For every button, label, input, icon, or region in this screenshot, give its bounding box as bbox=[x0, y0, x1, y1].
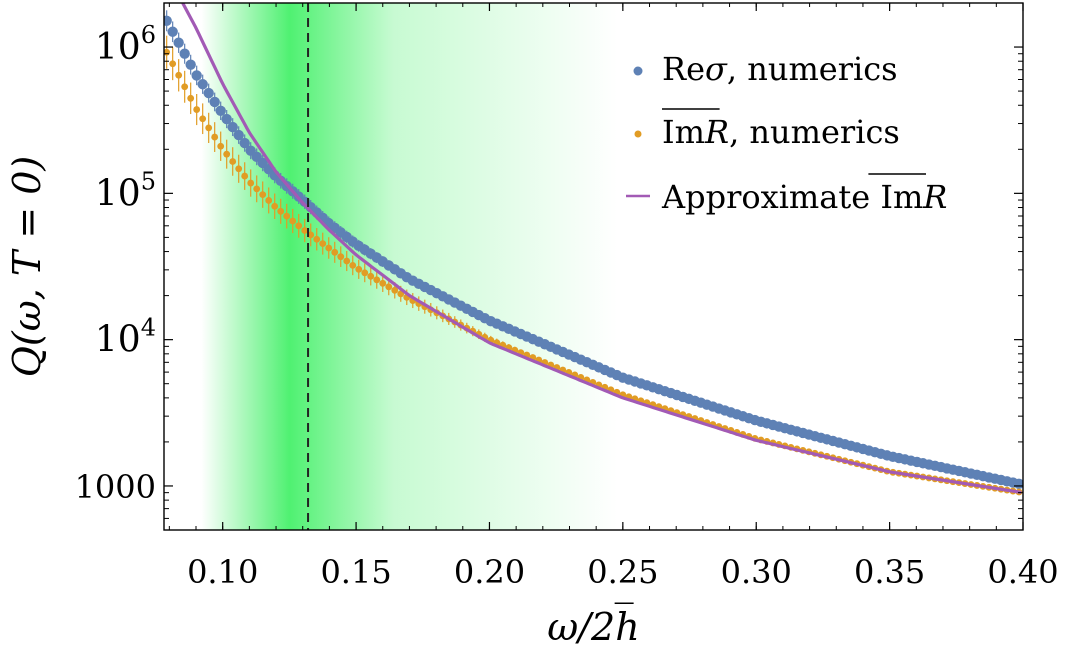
data-point bbox=[259, 191, 267, 199]
data-point bbox=[205, 124, 213, 132]
legend-label: Approximate ImR bbox=[661, 178, 947, 216]
data-point bbox=[233, 129, 244, 141]
data-point bbox=[289, 217, 297, 225]
axis-titles: ω/2h̅ Q(ω, T = 0) bbox=[5, 156, 640, 649]
y-axis-label: Q(ω, T = 0) bbox=[5, 156, 49, 377]
data-point bbox=[367, 272, 375, 280]
data-point bbox=[265, 197, 273, 204]
data-point bbox=[223, 150, 231, 158]
data-point bbox=[197, 79, 208, 90]
data-point bbox=[169, 60, 177, 68]
y-tick-label: 106 bbox=[95, 21, 156, 68]
x-tick-label: 0.15 bbox=[320, 553, 391, 591]
data-point bbox=[209, 96, 220, 108]
legend-label: Reσ, numerics bbox=[662, 50, 898, 88]
data-point bbox=[221, 113, 232, 125]
data-point bbox=[181, 83, 189, 91]
data-point bbox=[179, 48, 190, 59]
data-point bbox=[373, 276, 381, 284]
x-tick-label: 0.30 bbox=[721, 553, 792, 591]
data-point bbox=[199, 115, 207, 123]
data-point bbox=[319, 240, 327, 248]
x-axis-label: ω/2h̅ bbox=[547, 603, 639, 649]
y-tick-label: 105 bbox=[95, 167, 156, 214]
y-tick-label: 1000 bbox=[75, 468, 156, 506]
legend-label: ImR, numerics bbox=[662, 113, 900, 151]
x-tick-label: 0.35 bbox=[854, 553, 925, 591]
data-point bbox=[167, 26, 178, 37]
series-0 bbox=[164, 10, 1023, 490]
data-point bbox=[175, 71, 183, 79]
x-tick-label: 0.25 bbox=[587, 553, 658, 591]
data-point bbox=[283, 212, 291, 220]
legend: Reσ, numerics ImR, numerics Approximate Im… bbox=[626, 50, 947, 216]
data-point bbox=[355, 265, 363, 273]
data-point bbox=[227, 121, 238, 133]
data-point bbox=[217, 142, 225, 150]
data-point bbox=[247, 179, 255, 187]
legend-item-2: Approximate ImR bbox=[626, 173, 947, 216]
ticks-layer: 0.10 0.15 0.20 0.25 0.30 0.35 0.40 1000 104 105 10… bbox=[75, 2, 1059, 591]
x-tick-label: 0.20 bbox=[454, 553, 525, 591]
data-point bbox=[301, 227, 309, 234]
data-point bbox=[325, 244, 333, 252]
data-point bbox=[385, 283, 393, 291]
data-point bbox=[173, 37, 184, 48]
data-point bbox=[215, 105, 226, 116]
x-tick-label: 0.40 bbox=[987, 553, 1058, 591]
data-point bbox=[253, 185, 261, 193]
data-point bbox=[379, 279, 387, 287]
data-point bbox=[203, 87, 214, 99]
data-point bbox=[277, 207, 285, 215]
data-point bbox=[211, 133, 219, 141]
data-point bbox=[187, 94, 195, 102]
data-point bbox=[191, 70, 202, 81]
legend-swatch-marker bbox=[634, 130, 642, 138]
data-point bbox=[349, 261, 357, 269]
data-point bbox=[193, 106, 201, 113]
data-point bbox=[343, 257, 351, 265]
plot-frame bbox=[163, 2, 1024, 531]
data-point bbox=[295, 222, 303, 230]
data-point bbox=[239, 137, 250, 149]
data-point bbox=[331, 248, 339, 256]
data-point bbox=[229, 158, 237, 165]
data-point bbox=[361, 269, 369, 277]
legend-item-0: Reσ, numerics bbox=[633, 50, 898, 88]
highlight-band bbox=[201, 3, 618, 530]
data-point bbox=[391, 286, 399, 294]
data-point bbox=[185, 59, 196, 70]
data-point bbox=[313, 235, 321, 243]
series-line-2 bbox=[181, 3, 1022, 494]
data-point bbox=[271, 202, 279, 210]
data-point bbox=[241, 172, 249, 180]
y-tick-label: 104 bbox=[95, 314, 156, 361]
data-point bbox=[235, 165, 243, 173]
data-point bbox=[337, 253, 345, 261]
legend-swatch-marker bbox=[633, 66, 643, 76]
data-point bbox=[164, 15, 172, 26]
x-tick-label: 0.10 bbox=[187, 553, 258, 591]
legend-item-1: ImR, numerics bbox=[634, 108, 900, 151]
data-layer bbox=[164, 3, 1023, 496]
